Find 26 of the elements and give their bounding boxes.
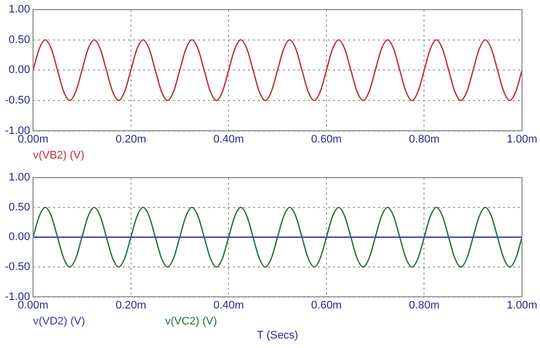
- y-tick-label: 0.50: [8, 34, 30, 46]
- x-tick-label: 1.00m: [506, 133, 538, 146]
- y-tick-label: 1.00: [8, 172, 30, 184]
- x-tick-label: 0.20m: [116, 299, 146, 312]
- x-tick-label: 0.20m: [116, 133, 146, 146]
- y-tick-label: 0.00: [8, 64, 30, 76]
- text: v(VB2) (V): [33, 149, 84, 162]
- y-tick-label: -0.50: [4, 261, 30, 274]
- x-tick-label: 0.40m: [213, 133, 244, 146]
- x-tick-label: 0.80m: [408, 299, 440, 312]
- y-tick-label: 1.00: [8, 4, 30, 16]
- x-tick-label: 0.80m: [408, 133, 440, 146]
- x-tick-label: 1.00m: [506, 299, 538, 312]
- y-tick-label: 0.00: [8, 231, 30, 244]
- x-tick-label: 0.00m: [18, 299, 48, 312]
- text: v(VC2) (V): [165, 315, 218, 328]
- y-tick-label: 0.50: [8, 201, 30, 214]
- x-tick-label: 0.60m: [311, 133, 342, 146]
- x-tick-label: 0.00m: [18, 133, 48, 146]
- x-tick-label: 0.40m: [213, 299, 244, 312]
- line-series: [33, 39, 522, 102]
- y-tick-label: -0.50: [4, 94, 30, 107]
- x-tick-label: 0.60m: [311, 299, 342, 312]
- text: v(VD2) (V): [33, 315, 86, 328]
- x-axis-title: T (Secs): [256, 329, 298, 342]
- line-series: [33, 206, 522, 268]
